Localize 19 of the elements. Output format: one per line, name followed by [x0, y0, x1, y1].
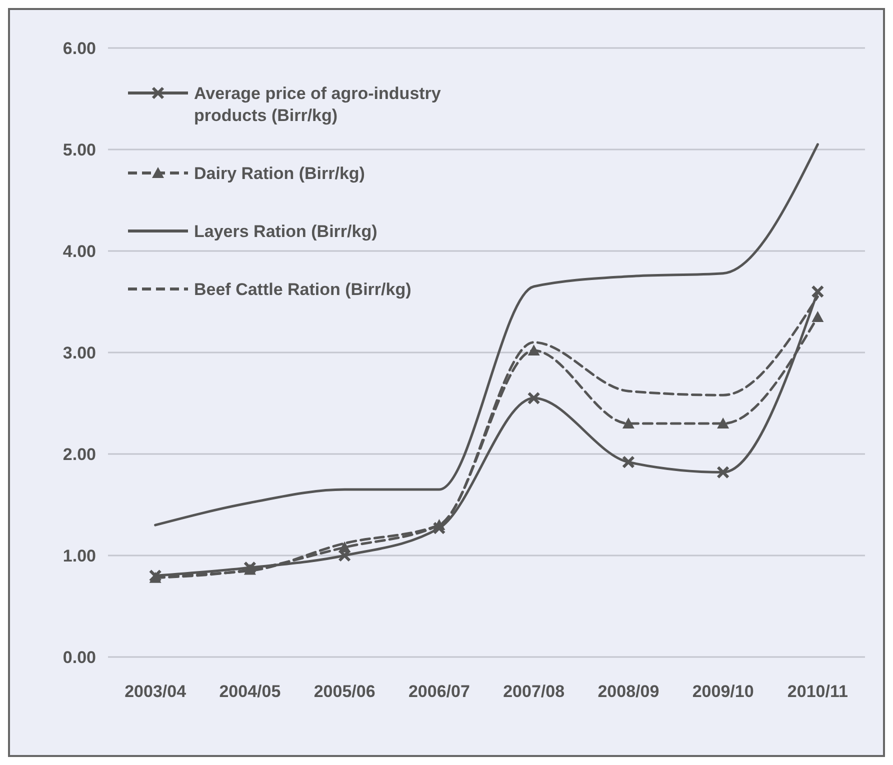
y-tick-label: 3.00	[62, 344, 96, 362]
y-tick-label: 4.00	[62, 242, 96, 261]
y-tick-label: 6.00	[62, 39, 96, 58]
x-tick-label: 2004/05	[219, 682, 281, 701]
x-tick-label: 2008/09	[598, 682, 660, 701]
legend-label: Dairy Ration (Birr/kg)	[194, 164, 365, 183]
x-tick-label: 2005/06	[314, 682, 376, 701]
x-tick-label: 2003/04	[124, 682, 187, 701]
legend-label: Layers Ration (Birr/kg)	[194, 222, 378, 241]
x-tick-label: 2009/10	[692, 682, 754, 701]
y-tick-label: 1.00	[62, 546, 96, 566]
y-tick-label: 5.00	[62, 140, 96, 160]
y-tick-label: 2.00	[62, 445, 96, 464]
legend-label: Beef Cattle Ration (Birr/kg)	[194, 280, 412, 299]
y-tick-label: 0.00	[62, 648, 96, 667]
x-tick-label: 2007/08	[503, 682, 565, 701]
x-tick-label: 2006/07	[408, 682, 470, 701]
x-tick-label: 2010/11	[787, 682, 848, 701]
legend-label: Average price of agro-industry products (Birr/kg)	[194, 84, 442, 125]
